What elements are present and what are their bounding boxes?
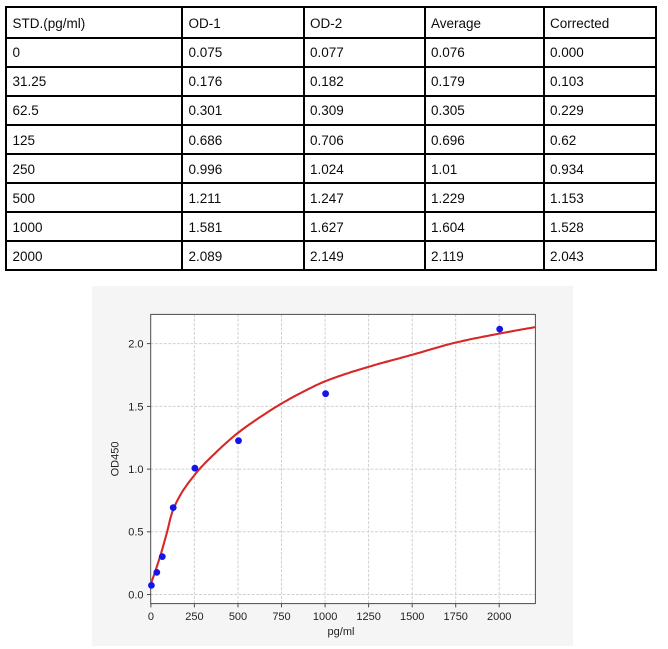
- svg-text:1250: 1250: [356, 611, 380, 623]
- svg-text:500: 500: [229, 611, 247, 623]
- svg-text:250: 250: [185, 611, 203, 623]
- svg-text:1500: 1500: [400, 611, 424, 623]
- svg-text:OD450: OD450: [109, 442, 121, 477]
- svg-text:pg/ml: pg/ml: [328, 626, 355, 638]
- svg-text:1.5: 1.5: [128, 401, 143, 413]
- svg-text:0.0: 0.0: [128, 589, 143, 601]
- svg-text:2.0: 2.0: [128, 339, 143, 351]
- svg-text:2000: 2000: [487, 611, 511, 623]
- svg-text:0: 0: [148, 611, 154, 623]
- svg-text:1000: 1000: [313, 611, 337, 623]
- svg-text:750: 750: [272, 611, 290, 623]
- svg-text:1.0: 1.0: [128, 464, 143, 476]
- svg-text:1750: 1750: [443, 611, 467, 623]
- svg-text:0.5: 0.5: [128, 527, 143, 539]
